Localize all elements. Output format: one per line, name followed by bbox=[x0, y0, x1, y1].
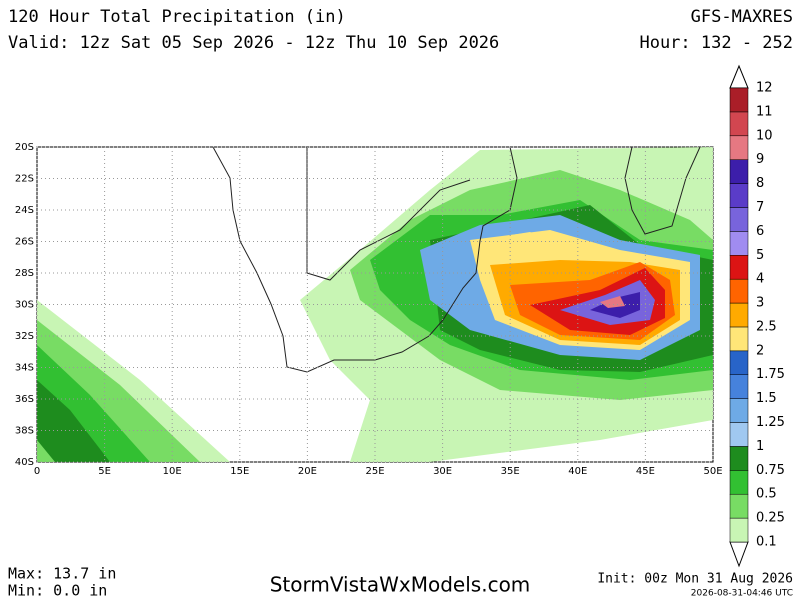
colorbar-min-arrow bbox=[729, 541, 749, 568]
lat-label: 38S bbox=[15, 426, 34, 437]
colorbar-band bbox=[729, 302, 749, 328]
lon-label: 20E bbox=[298, 466, 317, 477]
colorbar-label: 2.5 bbox=[756, 319, 777, 334]
colorbar-band bbox=[729, 207, 749, 232]
colorbar-band bbox=[729, 159, 749, 184]
colorbar-label: 3 bbox=[756, 296, 764, 311]
lon-label: 30E bbox=[433, 466, 452, 477]
lon-label: 10E bbox=[163, 466, 182, 477]
colorbar-label: 1.75 bbox=[756, 367, 785, 382]
lon-label: 45E bbox=[636, 466, 655, 477]
colorbar-label: 0.1 bbox=[756, 535, 777, 550]
lon-label: 5E bbox=[98, 466, 111, 477]
lat-label: 36S bbox=[15, 394, 34, 405]
colorbar-band bbox=[729, 135, 749, 160]
colorbar-band bbox=[729, 111, 749, 137]
colorbar-band bbox=[729, 278, 749, 304]
lat-label: 28S bbox=[15, 268, 34, 279]
lat-label: 20S bbox=[15, 142, 34, 153]
colorbar-band bbox=[729, 231, 749, 256]
init-time: Init: 00z Mon 31 Aug 2026 bbox=[597, 572, 793, 587]
site-name: StormVistaWxModels.com bbox=[270, 573, 531, 597]
colorbar-band bbox=[729, 183, 749, 208]
model: GFS-MAXRES bbox=[691, 7, 793, 27]
colorbar-max-arrow bbox=[729, 64, 749, 89]
colorbar-band bbox=[729, 326, 749, 352]
colorbar-band bbox=[729, 422, 749, 447]
colorbar-label: 0.25 bbox=[756, 511, 785, 526]
min-value: Min: 0.0 in bbox=[8, 582, 107, 600]
colorbar-label: 9 bbox=[756, 152, 764, 167]
lat-label: 34S bbox=[15, 363, 34, 374]
colorbar-label: 0.5 bbox=[756, 487, 777, 502]
colorbar-label: 6 bbox=[756, 224, 764, 239]
colorbar-label: 0.75 bbox=[756, 463, 785, 478]
lon-label: 15E bbox=[230, 466, 249, 477]
colorbar-label: 4 bbox=[756, 272, 764, 287]
lat-label: 30S bbox=[15, 300, 34, 311]
lat-label: 22S bbox=[15, 174, 34, 185]
colorbar-label: 11 bbox=[756, 104, 773, 119]
colorbar: 0.1 0.25 0.5 0.75 1 1.25 1.5 1.75 2 2.5 3 4 5 6 7 8 9 10 1… bbox=[729, 64, 785, 568]
title: 120 Hour Total Precipitation (in) bbox=[8, 7, 346, 27]
precip-field bbox=[37, 147, 713, 462]
colorbar-band bbox=[729, 255, 749, 280]
colorbar-label: 10 bbox=[756, 128, 773, 143]
colorbar-label: 5 bbox=[756, 248, 764, 263]
colorbar-band bbox=[729, 374, 749, 399]
lon-label: 25E bbox=[365, 466, 384, 477]
lat-label: 32S bbox=[15, 331, 34, 342]
colorbar-label: 1 bbox=[756, 439, 764, 454]
colorbar-band bbox=[729, 87, 749, 113]
lon-label: 35E bbox=[501, 466, 520, 477]
lon-label: 40E bbox=[568, 466, 587, 477]
colorbar-label: 8 bbox=[756, 176, 764, 191]
colorbar-label: 12 bbox=[756, 81, 773, 96]
colorbar-band bbox=[729, 350, 749, 375]
colorbar-band bbox=[729, 493, 749, 519]
colorbar-label: 1.25 bbox=[756, 415, 785, 430]
colorbar-band bbox=[729, 470, 749, 495]
lat-label: 26S bbox=[15, 237, 34, 248]
max-value: Max: 13.7 in bbox=[8, 565, 116, 583]
lon-label: 50E bbox=[703, 466, 722, 477]
hour-range: Hour: 132 - 252 bbox=[639, 33, 793, 53]
lon-label: 0 bbox=[34, 466, 40, 477]
colorbar-band bbox=[729, 446, 749, 471]
colorbar-label: 7 bbox=[756, 200, 764, 215]
lat-label: 40S bbox=[15, 457, 34, 468]
timestamp: 2026-08-31-04:46 UTC bbox=[691, 589, 793, 599]
colorbar-label: 2 bbox=[756, 343, 764, 358]
colorbar-band bbox=[729, 517, 749, 543]
colorbar-band bbox=[729, 398, 749, 423]
lat-label: 24S bbox=[15, 205, 34, 216]
valid-time: Valid: 12z Sat 05 Sep 2026 - 12z Thu 10 … bbox=[8, 33, 499, 53]
colorbar-label: 1.5 bbox=[756, 391, 777, 406]
